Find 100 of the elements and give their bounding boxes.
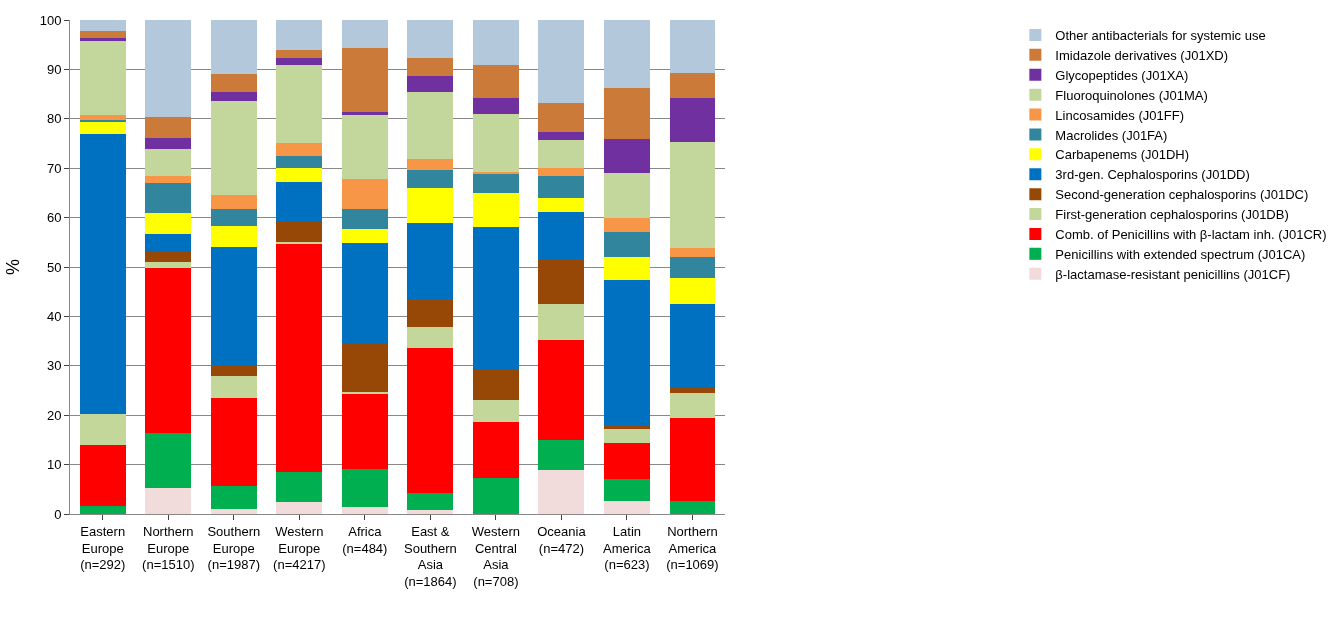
bar [79, 133, 126, 415]
legend-label: Carbapenems (J01DH) [1055, 147, 1190, 163]
bar [603, 87, 650, 140]
bar [341, 209, 388, 230]
bar [210, 485, 257, 510]
y-tick-label: 0 [54, 506, 62, 522]
y-tick-label: 30 [46, 358, 62, 374]
y-tick-label: 60 [46, 210, 62, 226]
bar [145, 488, 192, 514]
bar [145, 267, 192, 434]
bar [145, 20, 192, 118]
bar [603, 279, 650, 427]
bar [603, 426, 650, 429]
bar [538, 259, 585, 304]
bar [538, 132, 585, 140]
bar [210, 91, 257, 102]
y-tick-label: 40 [46, 308, 62, 324]
bar [472, 421, 519, 479]
bar [79, 414, 126, 445]
bar [341, 506, 388, 514]
bar [472, 97, 519, 115]
bar [538, 139, 585, 168]
bar [276, 182, 323, 221]
y-tick-label: 50 [46, 259, 62, 275]
bar [276, 220, 323, 242]
bar [538, 175, 585, 199]
bar [79, 20, 126, 31]
bar [341, 111, 388, 115]
bar [145, 117, 192, 138]
bar [210, 364, 257, 376]
bar [276, 143, 323, 156]
legend-label: Lincosamides (J01FF) [1055, 107, 1184, 123]
bar [79, 444, 126, 506]
bar [669, 20, 716, 74]
x-tick-label: Latin America (n=623) [603, 523, 652, 573]
bar [538, 469, 585, 514]
bar [669, 141, 716, 249]
bar [276, 167, 323, 183]
legend-label: Penicillins with extended spectrum (J01CA) [1055, 246, 1306, 262]
legend-label: Imidazole derivatives (J01XD) [1055, 47, 1229, 63]
bar [79, 30, 126, 39]
bar [210, 208, 257, 226]
x-tick-label: East & Southern Asia (n=1864) [403, 523, 457, 590]
bar [407, 58, 454, 76]
bar [79, 122, 126, 134]
legend-label: First-generation cephalosporins (J01DB) [1055, 207, 1289, 223]
y-tick-label: 20 [46, 407, 62, 423]
legend-label: Comb. of Penicillins with β-lactam inh. (J01CR) [1055, 227, 1327, 243]
y-tick-label: 100 [39, 12, 62, 28]
bar [538, 212, 585, 260]
legend-label: Fluoroquinolones (J01MA) [1055, 87, 1208, 103]
bar [669, 256, 716, 279]
bar [276, 243, 323, 473]
bar [341, 243, 388, 343]
legend-label: Second-generation cephalosporins (J01DC) [1055, 187, 1309, 203]
bar [472, 64, 519, 98]
x-tick-label: Eastern Europe (n=292) [80, 523, 126, 573]
y-axis-title: % [2, 258, 23, 276]
bar [407, 222, 454, 301]
bar [603, 257, 650, 280]
bar [79, 115, 126, 120]
bar [407, 20, 454, 59]
bar [407, 188, 454, 223]
bar [669, 393, 716, 419]
bar [276, 241, 323, 244]
y-tick-label: 10 [46, 457, 62, 473]
bar [603, 231, 650, 258]
bar [603, 217, 650, 232]
bar [79, 505, 126, 514]
bar [407, 75, 454, 92]
bar [669, 98, 716, 142]
bar [407, 492, 454, 511]
bar [407, 300, 454, 328]
legend-label: 3rd-gen. Cephalosporins (J01DD) [1055, 167, 1250, 183]
bar [669, 418, 716, 501]
bar [669, 278, 716, 304]
bar [341, 393, 388, 469]
bar [669, 500, 716, 514]
legend-label: β-lactamase-resistant penicillins (J01CF) [1055, 266, 1291, 282]
bar [341, 114, 388, 180]
bar [276, 502, 323, 514]
bar [145, 175, 192, 183]
bar [472, 370, 519, 400]
bar [276, 65, 323, 144]
bar [341, 179, 388, 210]
y-tick-label: 80 [46, 111, 62, 127]
x-tick-label: Africa (n=484) [342, 523, 388, 556]
bar [472, 20, 519, 65]
bar [603, 20, 650, 88]
bar [341, 229, 388, 244]
y-tick-label: 70 [46, 160, 62, 176]
bar [145, 182, 192, 213]
legend-label: Glycopeptides (J01XA) [1055, 67, 1189, 83]
bar [603, 442, 650, 480]
bar [276, 155, 323, 168]
bar [669, 388, 716, 394]
bar [472, 227, 519, 371]
bar [472, 193, 519, 228]
bar [472, 173, 519, 194]
bar [210, 194, 257, 209]
